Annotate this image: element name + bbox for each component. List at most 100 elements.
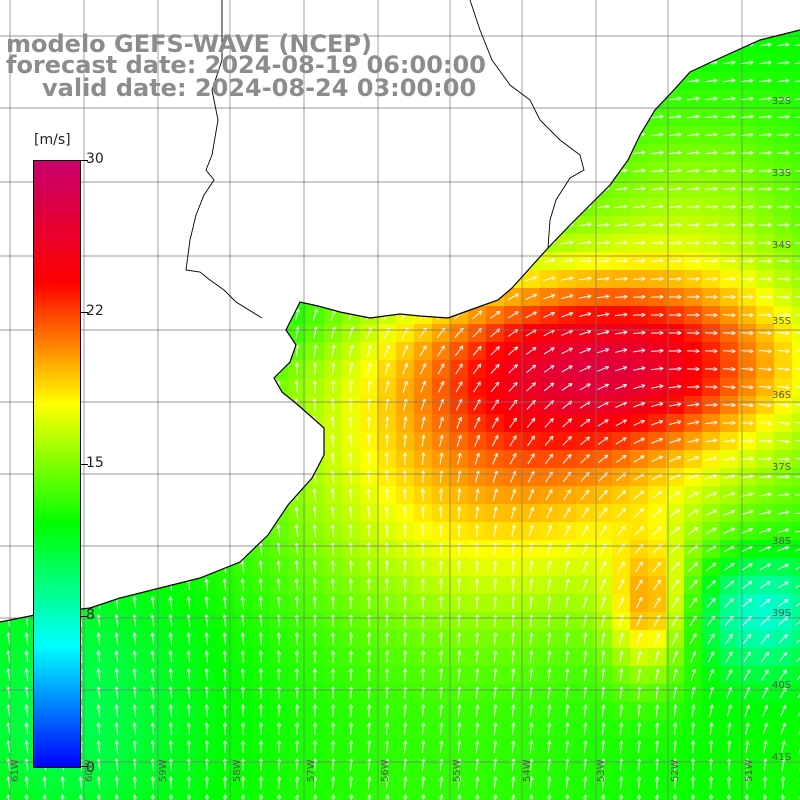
wind-arrow [399,187,410,192]
wind-arrow [185,184,192,195]
wind-arrow [506,206,519,207]
wind-speed-cell [18,0,37,19]
wind-arrow [578,188,591,189]
wind-arrow [225,345,226,358]
wind-speed-cell [594,126,613,145]
wind-speed-cell [162,504,181,523]
wind-arrow [238,167,248,176]
wind-speed-cell [396,144,415,163]
wind-arrow [579,9,591,10]
wind-speed-cell [270,108,289,127]
wind-arrow [542,206,555,207]
wind-arrow [184,131,194,140]
wind-speed-cell [522,30,541,37]
wind-speed-cell [180,198,199,217]
wind-arrow [186,219,191,231]
wind-speed-cell [126,576,145,595]
wind-speed-cell [504,198,523,217]
wind-speed-cell [90,432,109,451]
wind-arrow [150,201,155,213]
wind-arrow [418,293,427,302]
wind-speed-cell [216,198,235,217]
wind-speed-cell [144,270,163,289]
wind-speed-cell [198,558,217,577]
wind-arrow [6,4,13,14]
wind-arrow [153,435,154,448]
wind-speed-cell [432,162,451,181]
wind-speed-cell [450,0,469,19]
wind-arrow [171,435,172,448]
wind-arrow [98,237,99,250]
wind-arrow [560,134,573,135]
wind-arrow [524,63,537,64]
wind-arrow [133,219,137,232]
wind-speed-cell [126,306,145,325]
wind-arrow [8,291,9,304]
wind-arrow [274,185,284,194]
wind-arrow [579,27,591,28]
wind-speed-cell [108,486,127,505]
wind-speed-cell [558,108,577,127]
wind-arrow [471,276,482,283]
wind-speed-cell [792,30,800,37]
colorbar-label-8: 8 [86,607,95,623]
wind-arrow [524,45,537,46]
wind-speed-cell [378,144,397,163]
wind-arrow [113,112,120,123]
wind-arrow [614,44,627,45]
wind-speed-cell [198,306,217,325]
wind-speed-cell [198,108,217,127]
wind-arrow [596,116,609,117]
wind-speed-cell [792,342,800,361]
wind-arrow [255,132,266,139]
wind-speed-cell [18,90,37,109]
wind-speed-cell [468,162,487,181]
wind-speed-cell [0,270,19,289]
wind-speed-cell [306,198,325,217]
wind-speed-cell [342,144,361,163]
wind-arrow [524,206,537,207]
wind-arrow [471,188,483,190]
wind-speed-cell [270,396,289,415]
wind-arrow [189,417,190,430]
wind-speed-cell [162,306,181,325]
wind-speed-cell [234,324,253,343]
wind-arrow [596,44,609,45]
wind-arrow [434,153,447,154]
wind-arrow [206,435,207,448]
wind-arrow [293,256,300,267]
wind-speed-cell [180,288,199,307]
wind-speed-cell [54,792,73,800]
wind-speed-cell [432,108,451,127]
wind-speed-cell [126,432,145,451]
wind-speed-cell [162,540,181,559]
wind-arrow [347,292,354,303]
wind-arrow [243,687,244,700]
wind-arrow [382,239,391,248]
lat-label: 40S [772,680,792,691]
lon-label: 54W [522,759,533,782]
wind-speed-cell [252,504,271,523]
wind-speed-cell [414,30,433,37]
wind-speed-cell [630,90,649,109]
wind-arrow [130,7,141,12]
wind-speed-cell [162,216,181,235]
wind-speed-cell [252,450,271,469]
wind-speed-cell [126,360,145,379]
wind-speed-cell [108,468,127,487]
wind-speed-cell [450,288,469,307]
wind-speed-cell [522,108,541,127]
wind-arrow [387,543,388,556]
lat-label: 33S [772,168,792,179]
wind-speed-cell [108,162,127,181]
wind-speed-cell [234,0,253,19]
wind-speed-cell [360,180,379,199]
wind-speed-cell [522,90,541,109]
wind-arrow [722,351,735,352]
wind-speed-cell [378,162,397,181]
wind-speed-cell [234,486,253,505]
wind-arrow [452,170,465,171]
lat-label: 41S [772,752,792,763]
wind-arrow [560,80,573,81]
